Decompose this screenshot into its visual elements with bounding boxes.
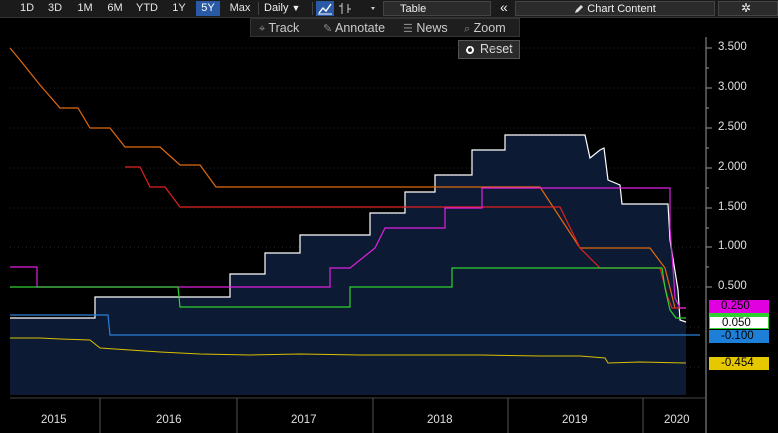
x-year-label: 2016 xyxy=(156,414,182,426)
y-tick-label: 3.000 xyxy=(718,81,747,93)
x-year-label: 2017 xyxy=(291,414,317,426)
frequency-dropdown[interactable]: Daily ▼ xyxy=(264,1,300,16)
y-tick-label: 3.500 xyxy=(718,41,747,53)
zoom-tool[interactable]: ⌕ Zoom xyxy=(464,20,506,36)
x-year-label: 2019 xyxy=(562,414,588,426)
chevron-down-icon: ▼ xyxy=(291,3,301,13)
zoom-label: Zoom xyxy=(473,21,506,35)
y-tick-label: 2.500 xyxy=(718,121,747,133)
x-year-label: 2018 xyxy=(427,414,453,426)
yellow-series-line xyxy=(10,337,687,364)
x-year-label: 2015 xyxy=(41,414,67,426)
radio-icon xyxy=(466,46,474,54)
value-tag-white: 0.050 xyxy=(709,316,769,329)
year-separators xyxy=(99,398,644,433)
orange-series-line xyxy=(9,47,676,309)
period-6m[interactable]: 6M xyxy=(107,2,123,14)
chart-type-dropdown[interactable] xyxy=(364,1,382,16)
green-series-line xyxy=(10,267,686,319)
news-tool[interactable]: ☰ News xyxy=(403,20,448,36)
blue-series-line xyxy=(10,314,700,336)
ohlc-bars-icon xyxy=(339,3,351,14)
period-max[interactable]: Max xyxy=(229,2,251,14)
annotate-label: Annotate xyxy=(335,21,386,35)
magenta-series-line xyxy=(10,187,686,309)
y-axis-ticks xyxy=(706,47,712,288)
red-series-line xyxy=(125,166,686,309)
reset-label: Reset xyxy=(480,42,513,56)
y-tick-label: 0.500 xyxy=(718,280,747,292)
gear-icon: ✲ xyxy=(741,1,752,15)
table-button[interactable]: Table xyxy=(383,1,491,16)
annotate-tool[interactable]: ✎ Annotate xyxy=(323,20,385,36)
value-tag-blue: -0.100 xyxy=(709,330,769,343)
annotate-icon: ✎ xyxy=(323,23,333,35)
top-toolbar: 1D 3D 1M 6M YTD 1Y 5Y Max Daily ▼ Table … xyxy=(0,0,778,18)
period-1y[interactable]: 1Y xyxy=(172,2,186,14)
chart-content-label: Chart Content xyxy=(587,3,656,15)
track-label: Track xyxy=(268,21,300,35)
crosshair-icon: ⌖ xyxy=(259,23,266,35)
period-1d[interactable]: 1D xyxy=(19,2,35,14)
period-ytd[interactable]: YTD xyxy=(136,2,158,14)
white-series-area xyxy=(10,135,686,395)
y-tick-label: 2.000 xyxy=(718,161,747,173)
search-icon: ⌕ xyxy=(464,23,471,35)
line-chart-icon xyxy=(318,3,332,15)
value-tag-green-edge xyxy=(709,313,769,316)
caret-down-icon xyxy=(371,7,375,10)
collapse-icon[interactable]: « xyxy=(500,0,508,15)
bar-chart-button[interactable] xyxy=(336,1,354,16)
period-3d[interactable]: 3D xyxy=(47,2,63,14)
divider xyxy=(258,2,259,15)
x-year-label: 2020 xyxy=(664,414,690,426)
chart-tools-bar: ⌖ Track ✎ Annotate ☰ News ⌕ Zoom xyxy=(250,18,520,37)
divider xyxy=(312,2,313,15)
period-1m[interactable]: 1M xyxy=(77,2,93,14)
news-icon: ☰ xyxy=(403,23,413,35)
value-tag-yellow: -0.454 xyxy=(709,357,769,370)
line-chart-button[interactable] xyxy=(316,1,334,16)
value-tag-magenta: 0.250 xyxy=(709,300,769,313)
period-5y[interactable]: 5Y xyxy=(196,1,220,16)
news-label: News xyxy=(416,21,448,35)
chart-content-button[interactable]: Chart Content xyxy=(515,1,715,16)
white-series-line xyxy=(10,134,687,323)
y-tick-label: 1.500 xyxy=(718,201,747,213)
y-tick-label: 1.000 xyxy=(718,240,747,252)
frequency-label: Daily xyxy=(264,2,289,14)
pencil-icon xyxy=(575,5,584,14)
reset-button[interactable]: Reset xyxy=(458,40,520,59)
track-tool[interactable]: ⌖ Track xyxy=(259,20,299,36)
